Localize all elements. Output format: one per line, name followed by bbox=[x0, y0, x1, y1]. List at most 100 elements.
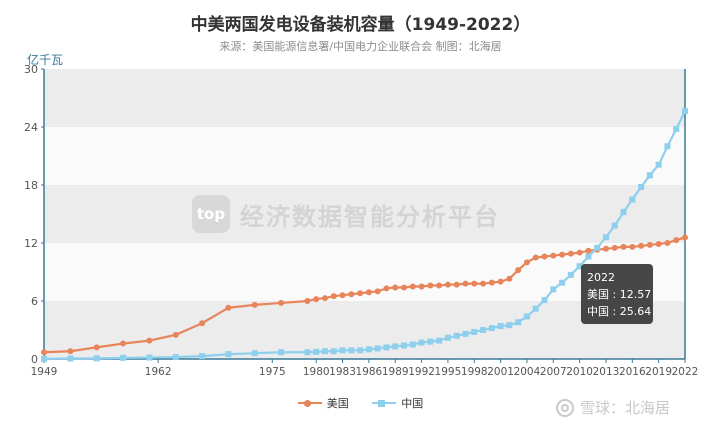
data-point bbox=[462, 280, 469, 287]
legend-item-us[interactable]: 美国 bbox=[297, 395, 349, 411]
x-tick-label: 1980 bbox=[303, 366, 330, 378]
x-tick-label: 2010 bbox=[566, 366, 593, 378]
data-point bbox=[146, 337, 153, 344]
xueqiu-logo-icon bbox=[556, 398, 574, 417]
data-point bbox=[497, 323, 504, 330]
chart-subtitle: 来源：美国能源信息署/中国电力企业联合会 制图：北海居 bbox=[219, 40, 502, 53]
data-point bbox=[576, 263, 583, 270]
xueqiu-watermark: 雪球：北海居 bbox=[556, 397, 670, 418]
series-us bbox=[41, 234, 688, 356]
data-point bbox=[401, 284, 408, 291]
tooltip-year: 2022 bbox=[587, 271, 615, 284]
data-point bbox=[365, 289, 372, 296]
data-point bbox=[365, 346, 372, 353]
data-point bbox=[488, 279, 495, 286]
data-point bbox=[480, 280, 487, 287]
data-point bbox=[515, 319, 522, 326]
data-point bbox=[673, 237, 680, 244]
data-point bbox=[339, 347, 346, 354]
data-point bbox=[251, 350, 258, 357]
data-point bbox=[471, 280, 478, 287]
data-point bbox=[611, 222, 618, 229]
data-point bbox=[655, 161, 662, 168]
x-tick-label: 1989 bbox=[382, 366, 409, 378]
x-tick-label: 1975 bbox=[259, 366, 286, 378]
tooltip-series-name: 中国 bbox=[587, 305, 609, 318]
data-point bbox=[409, 341, 416, 348]
data-point bbox=[471, 328, 478, 335]
data-point bbox=[682, 234, 688, 241]
data-point bbox=[330, 293, 337, 300]
data-point bbox=[585, 247, 592, 254]
data-point bbox=[682, 108, 688, 115]
data-point bbox=[199, 353, 206, 360]
data-point bbox=[550, 286, 557, 293]
data-point bbox=[401, 342, 408, 349]
data-point bbox=[436, 282, 443, 289]
brand-logo-icon: top bbox=[192, 195, 230, 233]
data-point bbox=[532, 305, 539, 312]
data-point bbox=[225, 304, 232, 311]
data-point bbox=[497, 278, 504, 285]
data-point bbox=[453, 281, 460, 288]
data-point bbox=[172, 331, 179, 338]
legend-swatch-line bbox=[384, 402, 397, 404]
x-tick-label: 1983 bbox=[329, 366, 356, 378]
legend-swatch-marker bbox=[378, 399, 386, 407]
data-point bbox=[41, 349, 47, 356]
y-axis-label: 亿千瓦 bbox=[27, 53, 64, 67]
data-point bbox=[462, 330, 469, 337]
series-cn bbox=[41, 108, 688, 362]
data-point bbox=[602, 245, 609, 252]
data-point bbox=[278, 299, 285, 306]
grid-band bbox=[44, 185, 685, 243]
data-point bbox=[374, 288, 381, 295]
data-point bbox=[330, 348, 337, 355]
data-point bbox=[392, 343, 399, 350]
data-point bbox=[418, 339, 425, 346]
data-point bbox=[559, 279, 566, 286]
data-point bbox=[427, 338, 434, 345]
data-point bbox=[444, 281, 451, 288]
data-point bbox=[199, 320, 206, 327]
data-point bbox=[576, 249, 583, 256]
brand-watermark: top 经济数据智能分析平台 bbox=[192, 195, 500, 233]
data-point bbox=[673, 125, 680, 132]
data-point bbox=[488, 325, 495, 332]
data-point bbox=[172, 354, 179, 361]
data-point bbox=[313, 296, 320, 303]
data-point bbox=[638, 242, 645, 249]
data-point bbox=[418, 283, 425, 290]
data-point bbox=[383, 344, 390, 351]
brand-watermark-text: 经济数据智能分析平台 bbox=[240, 202, 500, 231]
data-point bbox=[506, 275, 513, 282]
data-point bbox=[523, 259, 530, 266]
data-point bbox=[444, 334, 451, 341]
legend-item-cn[interactable]: 中国 bbox=[372, 395, 423, 411]
y-tick-label: 6 bbox=[31, 295, 38, 308]
x-tick-label: 2007 bbox=[540, 366, 567, 378]
data-point bbox=[383, 285, 390, 292]
data-point bbox=[67, 348, 74, 355]
data-tooltip: 2022 美国 : 12.57 中国 : 25.64 bbox=[581, 264, 653, 324]
data-point bbox=[480, 327, 487, 333]
x-tick-label: 2016 bbox=[619, 366, 646, 378]
data-point bbox=[453, 332, 460, 339]
data-point bbox=[339, 292, 346, 299]
data-point bbox=[585, 253, 592, 260]
xueqiu-watermark-text: 雪球：北海居 bbox=[580, 399, 671, 417]
tooltip-series-value: 12.57 bbox=[619, 288, 652, 301]
y-tick-label: 30 bbox=[24, 63, 38, 76]
y-tick-label: 0 bbox=[31, 353, 38, 366]
y-tick-label: 18 bbox=[24, 179, 38, 192]
x-tick-label: 1949 bbox=[31, 366, 58, 378]
data-point bbox=[646, 172, 653, 179]
legend-label-us: 美国 bbox=[326, 397, 349, 410]
data-point bbox=[550, 252, 557, 259]
grid-band bbox=[44, 127, 685, 185]
data-point bbox=[392, 284, 399, 291]
data-point bbox=[506, 322, 513, 329]
data-point bbox=[374, 345, 381, 352]
data-point bbox=[655, 240, 662, 247]
